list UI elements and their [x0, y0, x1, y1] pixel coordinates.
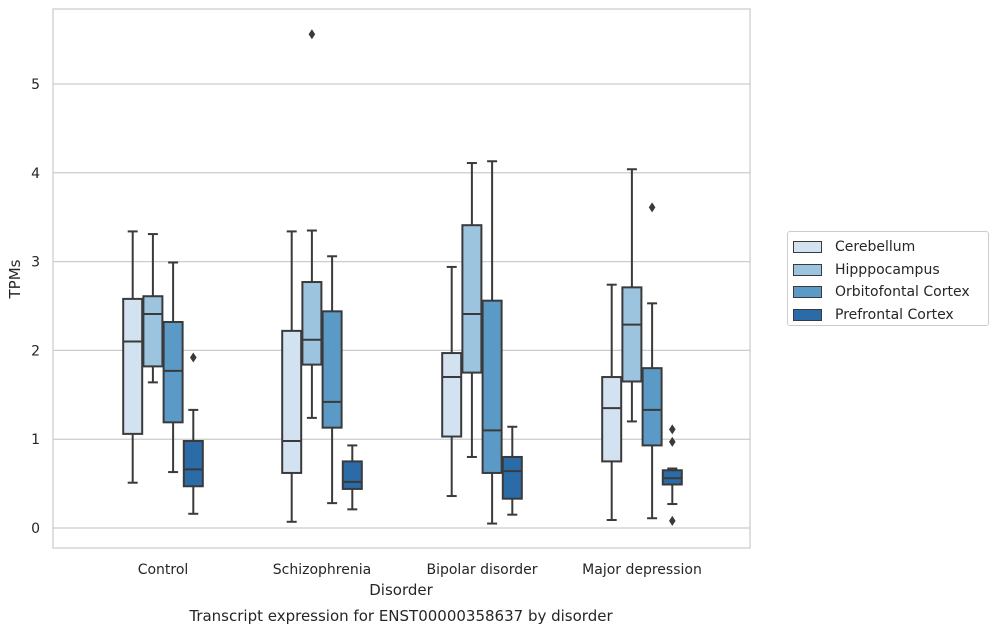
- box-plot: [441, 265, 463, 498]
- box-iqr: [321, 310, 343, 429]
- box-plot: [661, 424, 683, 526]
- box-iqr: [601, 376, 623, 463]
- legend-item: Hipppocampus: [793, 259, 988, 282]
- box-plot: [501, 425, 523, 516]
- y-tick-label: 1: [31, 432, 40, 448]
- legend-item: Orbitofontal Cortex: [793, 281, 988, 304]
- series-cerebellum: [122, 230, 623, 523]
- box-iqr: [641, 367, 663, 447]
- box-iqr: [341, 460, 363, 490]
- legend-swatch: [793, 241, 822, 254]
- legend-swatch: [793, 263, 822, 276]
- y-tick-label: 3: [31, 255, 40, 271]
- box-plot: [341, 444, 363, 511]
- outlier-point: [190, 352, 197, 363]
- y-axis-title: TPMs: [6, 259, 24, 299]
- box-plot: [182, 352, 204, 515]
- box-iqr: [441, 352, 463, 438]
- outlier-point: [648, 202, 656, 213]
- legend-swatch: [793, 308, 822, 321]
- outlier-point: [308, 29, 316, 40]
- box-iqr: [182, 439, 204, 488]
- box-plot: [601, 283, 623, 522]
- plot-area-frame: [52, 8, 751, 549]
- box-plot: [122, 230, 144, 484]
- box-iqr: [461, 224, 483, 374]
- x-tick-label: Bipolar disorder: [426, 562, 537, 578]
- box-groups: [122, 29, 683, 526]
- chart-title: Transcript expression for ENST0000035863…: [188, 607, 613, 625]
- x-tick-label: Major depression: [582, 562, 702, 578]
- legend-swatch: [793, 286, 822, 299]
- legend: Cerebellum Hipppocampus Orbitofontal Corte…: [787, 231, 989, 326]
- series-prefrontal-cortex: [182, 352, 683, 526]
- legend-label: Prefrontal Cortex: [835, 306, 954, 323]
- box-plot: [621, 168, 643, 423]
- y-tick-label: 2: [31, 343, 40, 359]
- box-iqr: [281, 329, 303, 474]
- box-plot: [481, 160, 503, 525]
- box-iqr: [162, 320, 184, 424]
- box-plot: [321, 255, 343, 505]
- legend-item: Cerebellum: [793, 236, 988, 259]
- legend-item: Prefrontal Cortex: [793, 304, 988, 327]
- box-plot: [641, 202, 663, 520]
- box-iqr: [621, 286, 643, 383]
- x-tick-label: Schizophrenia: [273, 562, 371, 578]
- box-plot: [162, 261, 184, 474]
- box-iqr: [142, 295, 164, 368]
- y-tick-labels: 0 1 2 3 4 5: [31, 77, 40, 537]
- series-orbitofontal-cortex: [162, 160, 663, 525]
- box-iqr: [122, 297, 144, 435]
- box-plot: [142, 233, 164, 384]
- box-plot: [301, 29, 323, 419]
- y-tick-label: 4: [31, 166, 40, 182]
- outlier-point: [669, 424, 676, 435]
- box-plot: [281, 230, 303, 523]
- box-plot: [461, 162, 483, 458]
- outlier-point: [669, 436, 676, 447]
- box-iqr: [301, 281, 323, 366]
- x-axis-title: Disorder: [369, 581, 433, 599]
- y-tick-label: 0: [31, 521, 40, 537]
- legend-label: Cerebellum: [835, 239, 916, 256]
- x-tick-label: Control: [138, 562, 189, 578]
- outlier-point: [669, 515, 676, 526]
- box-iqr: [481, 299, 503, 474]
- legend-label: Orbitofontal Cortex: [835, 284, 970, 301]
- legend-label: Hipppocampus: [835, 261, 940, 278]
- box-iqr: [501, 455, 523, 500]
- y-tick-label: 5: [31, 77, 40, 93]
- x-tick-labels: Control Schizophrenia Bipolar disorder Majo…: [138, 562, 702, 578]
- series-hipppocampus: [142, 29, 643, 458]
